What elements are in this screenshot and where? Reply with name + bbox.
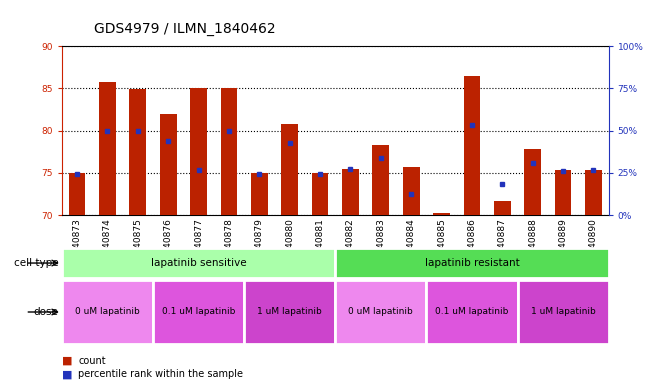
Bar (525, 149, 541, 215)
Bar (518, 280, 609, 344)
Bar (153, 280, 244, 344)
Bar (335, 248, 609, 278)
Text: dose: dose (34, 307, 59, 317)
Text: lapatinib resistant: lapatinib resistant (424, 258, 519, 268)
Text: percentile rank within the sample: percentile rank within the sample (78, 369, 243, 379)
Text: ■: ■ (62, 369, 72, 379)
Bar (251, 173, 268, 215)
Bar (555, 170, 572, 215)
Text: count: count (78, 356, 105, 366)
Bar (190, 88, 207, 215)
Text: 0 uM lapatinib: 0 uM lapatinib (75, 308, 140, 316)
Bar (342, 169, 359, 215)
Bar (62, 280, 153, 344)
Text: lapatinib sensitive: lapatinib sensitive (151, 258, 246, 268)
Bar (99, 81, 116, 215)
Bar (464, 76, 480, 215)
Text: 0 uM lapatinib: 0 uM lapatinib (348, 308, 413, 316)
Bar (244, 280, 335, 344)
Text: 1 uM lapatinib: 1 uM lapatinib (257, 308, 322, 316)
Bar (426, 280, 518, 344)
Text: GDS4979 / ILMN_1840462: GDS4979 / ILMN_1840462 (94, 23, 276, 36)
Bar (312, 173, 329, 215)
Bar (281, 124, 298, 215)
Bar (62, 248, 335, 278)
Text: ■: ■ (62, 356, 72, 366)
Bar (403, 167, 419, 215)
Text: cell type: cell type (14, 258, 59, 268)
Bar (221, 88, 237, 215)
Bar (494, 201, 510, 215)
Text: 1 uM lapatinib: 1 uM lapatinib (531, 308, 596, 316)
Bar (372, 145, 389, 215)
Bar (335, 280, 426, 344)
Bar (130, 89, 146, 215)
Bar (585, 170, 602, 215)
Text: 0.1 uM lapatinib: 0.1 uM lapatinib (436, 308, 508, 316)
Bar (69, 173, 85, 215)
Bar (434, 214, 450, 215)
Text: 0.1 uM lapatinib: 0.1 uM lapatinib (162, 308, 235, 316)
Bar (159, 114, 176, 215)
